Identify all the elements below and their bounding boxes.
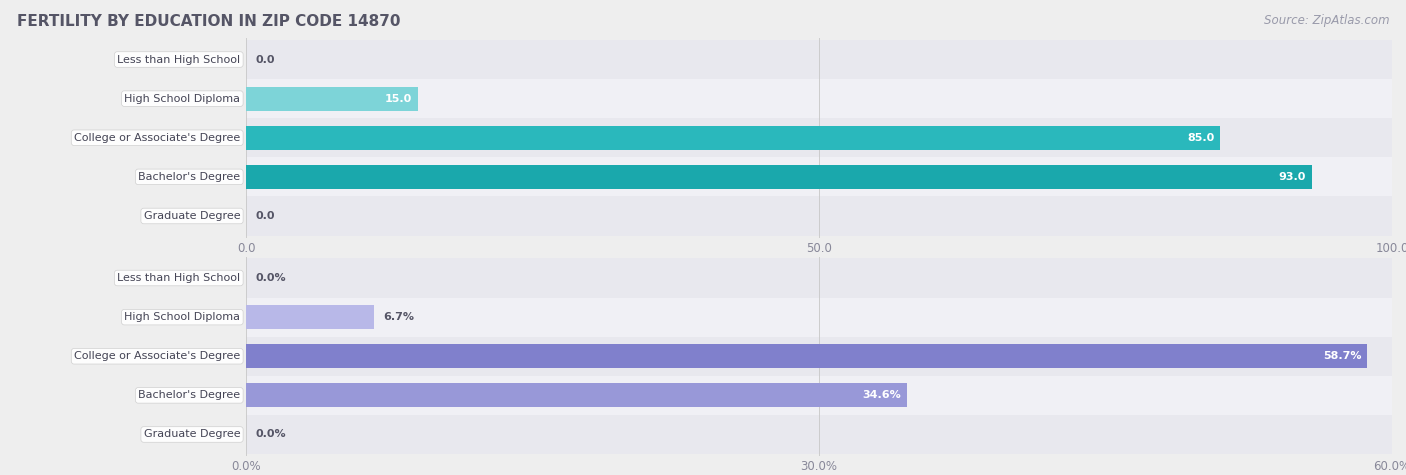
Text: Graduate Degree: Graduate Degree: [143, 211, 240, 221]
Text: Source: ZipAtlas.com: Source: ZipAtlas.com: [1264, 14, 1389, 27]
Bar: [246, 157, 1392, 197]
Text: Graduate Degree: Graduate Degree: [143, 429, 240, 439]
Text: Bachelor's Degree: Bachelor's Degree: [138, 172, 240, 182]
Bar: [246, 118, 1392, 157]
Text: College or Associate's Degree: College or Associate's Degree: [75, 351, 240, 361]
Text: College or Associate's Degree: College or Associate's Degree: [75, 133, 240, 143]
Text: Less than High School: Less than High School: [117, 55, 240, 65]
Text: 85.0: 85.0: [1187, 133, 1215, 143]
Bar: [246, 337, 1392, 376]
Bar: [246, 258, 1392, 297]
Text: Bachelor's Degree: Bachelor's Degree: [138, 390, 240, 400]
Bar: [246, 79, 1392, 118]
Text: 6.7%: 6.7%: [384, 312, 415, 322]
Text: High School Diploma: High School Diploma: [124, 94, 240, 104]
Bar: [246, 415, 1392, 454]
Bar: [246, 376, 1392, 415]
Text: FERTILITY BY EDUCATION IN ZIP CODE 14870: FERTILITY BY EDUCATION IN ZIP CODE 14870: [17, 14, 401, 29]
Text: 15.0: 15.0: [385, 94, 412, 104]
Text: High School Diploma: High School Diploma: [124, 312, 240, 322]
Text: 93.0: 93.0: [1278, 172, 1306, 182]
Bar: [246, 197, 1392, 236]
Bar: [246, 383, 907, 408]
Bar: [246, 305, 374, 329]
Bar: [246, 344, 1367, 369]
Text: 0.0: 0.0: [256, 55, 274, 65]
Text: 0.0%: 0.0%: [256, 429, 285, 439]
Bar: [246, 86, 418, 111]
Text: 0.0%: 0.0%: [256, 273, 285, 283]
Bar: [246, 165, 1312, 189]
Bar: [246, 40, 1392, 79]
Text: 58.7%: 58.7%: [1323, 351, 1361, 361]
Bar: [246, 297, 1392, 337]
Text: 34.6%: 34.6%: [862, 390, 901, 400]
Bar: [246, 125, 1220, 150]
Text: 0.0: 0.0: [256, 211, 274, 221]
Text: Less than High School: Less than High School: [117, 273, 240, 283]
